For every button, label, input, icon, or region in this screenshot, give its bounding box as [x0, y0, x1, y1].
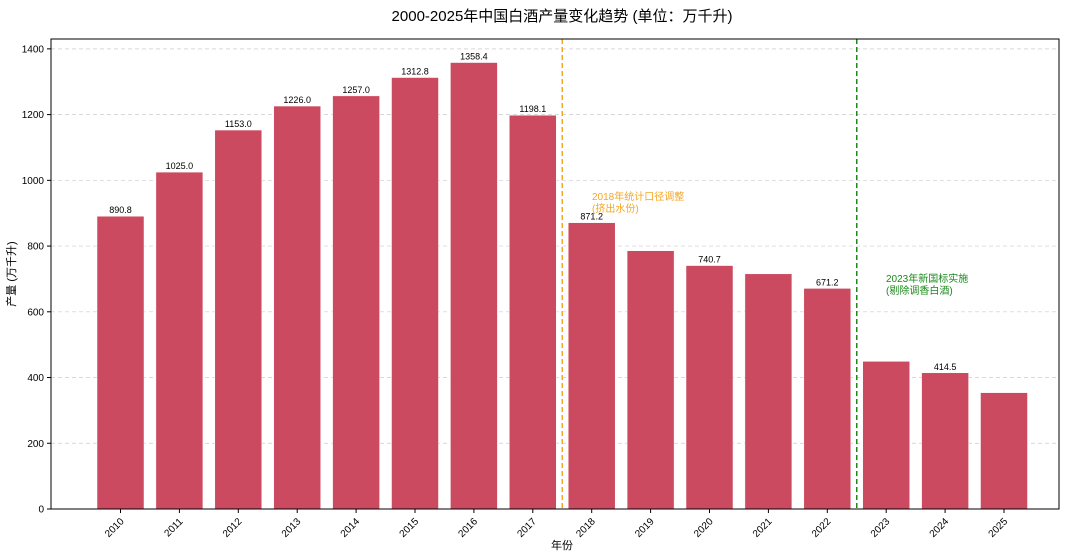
- data-label: 1358.4: [460, 52, 488, 62]
- y-tick-label: 1200: [22, 110, 45, 121]
- data-label: 671.2: [816, 277, 839, 287]
- y-axis-label: 产量 (万千升): [4, 241, 18, 306]
- y-tick-label: 800: [27, 242, 44, 253]
- data-label: 1153.0: [225, 119, 252, 129]
- x-tick-label: 2012: [221, 516, 245, 540]
- y-tick-label: 1000: [22, 176, 45, 187]
- bar: [626, 250, 675, 510]
- x-tick-label: 2016: [457, 516, 481, 540]
- bar: [96, 215, 145, 510]
- annotation-text: (挤出水份): [592, 202, 639, 215]
- y-tick-label: 1400: [22, 44, 45, 55]
- x-tick-label: 2018: [574, 516, 598, 540]
- bars: 890.8 1025.0 1153.0 1226.0 1257.0 1312.8 1358.…: [96, 52, 1028, 510]
- x-tick-label: 2014: [339, 516, 363, 540]
- x-tick-label: 2013: [280, 516, 304, 540]
- data-label: 414.5: [934, 362, 957, 372]
- y-tick-label: 200: [27, 439, 44, 450]
- bar: [273, 105, 321, 510]
- bar: [509, 114, 557, 510]
- y-tick-label: 600: [27, 307, 44, 318]
- x-tick-label: 2021: [751, 516, 775, 540]
- x-tick-label: 2019: [633, 516, 657, 540]
- bar: [803, 288, 852, 510]
- annotation-text: 2023年新国标实施: [886, 272, 968, 285]
- bar: [450, 62, 498, 510]
- x-tick-label: 2015: [398, 516, 422, 540]
- bar: [862, 361, 910, 510]
- bar: [214, 129, 263, 510]
- bar: [567, 222, 616, 510]
- x-tick-label: 2024: [928, 516, 952, 540]
- data-label: 890.8: [109, 205, 132, 215]
- bar: [332, 95, 380, 510]
- bar: [744, 273, 793, 510]
- plot-frame: [50, 38, 1060, 510]
- data-label: 740.7: [698, 255, 721, 265]
- data-label: 871.2: [580, 212, 603, 222]
- annotation-lines: 2018年统计口径调整(挤出水份) 2023年新国标实施(剔除调香白酒): [561, 39, 968, 509]
- y-axis: 0 200 400 600 800 1000 1200 1400: [22, 44, 51, 516]
- bar: [980, 392, 1028, 510]
- y-tick-label: 0: [38, 505, 44, 516]
- x-axis-label: 年份: [551, 538, 573, 552]
- bar: [685, 265, 734, 510]
- x-axis: 2010 2011 2012 2013 2014 2015 2016 2017 2018 2019…: [103, 509, 1010, 540]
- x-tick-label: 2022: [810, 516, 834, 540]
- x-tick-label: 2025: [987, 516, 1011, 540]
- bar: [155, 171, 204, 510]
- y-tick-label: 400: [27, 373, 44, 384]
- data-label: 1198.1: [519, 104, 546, 114]
- data-label: 1025.0: [166, 161, 194, 171]
- data-label: 1312.8: [401, 67, 429, 77]
- data-label: 1257.0: [342, 85, 370, 95]
- x-tick-label: 2011: [163, 516, 186, 539]
- x-tick-label: 2017: [515, 516, 539, 540]
- x-tick-label: 2023: [869, 516, 893, 540]
- bar: [921, 372, 969, 510]
- x-tick-label: 2010: [103, 516, 127, 540]
- bar: [391, 77, 439, 510]
- annotation-text: (剔除调香白酒): [886, 284, 953, 297]
- chart-title: 2000-2025年中国白酒产量变化趋势 (单位：万千升): [392, 8, 733, 25]
- data-label: 1226.0: [283, 95, 311, 105]
- x-tick-label: 2020: [692, 516, 716, 540]
- annotation-text: 2018年统计口径调整: [592, 190, 684, 203]
